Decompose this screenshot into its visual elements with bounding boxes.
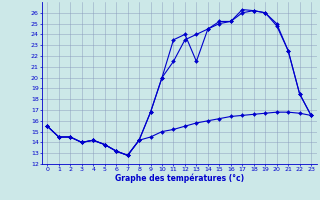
X-axis label: Graphe des températures (°c): Graphe des températures (°c) [115,173,244,183]
